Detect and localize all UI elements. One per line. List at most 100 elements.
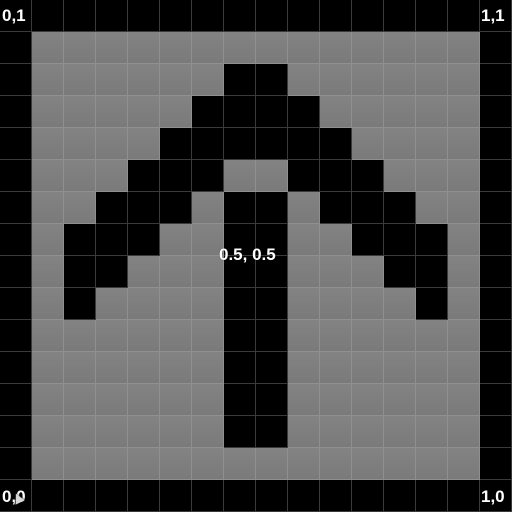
- pixel-cell[interactable]: [0, 416, 32, 448]
- pixel-cell[interactable]: [0, 160, 32, 192]
- pixel-cell[interactable]: [224, 32, 256, 64]
- pixel-cell[interactable]: [288, 64, 320, 96]
- pixel-cell[interactable]: [0, 256, 32, 288]
- pixel-cell[interactable]: [96, 96, 128, 128]
- pixel-cell[interactable]: [288, 256, 320, 288]
- pixel-cell[interactable]: [64, 192, 96, 224]
- pixel-cell[interactable]: [64, 32, 96, 64]
- pixel-cell[interactable]: [448, 256, 480, 288]
- pixel-cell[interactable]: [0, 0, 32, 32]
- pixel-cell[interactable]: [416, 480, 448, 512]
- pixel-cell[interactable]: [0, 384, 32, 416]
- pixel-cell[interactable]: [320, 224, 352, 256]
- pixel-cell[interactable]: [384, 0, 416, 32]
- pixel-cell[interactable]: [192, 160, 224, 192]
- pixel-cell[interactable]: [384, 288, 416, 320]
- pixel-cell[interactable]: [192, 256, 224, 288]
- pixel-cell[interactable]: [480, 448, 512, 480]
- pixel-cell[interactable]: [0, 224, 32, 256]
- pixel-cell[interactable]: [96, 416, 128, 448]
- pixel-cell[interactable]: [256, 0, 288, 32]
- pixel-cell[interactable]: [288, 320, 320, 352]
- pixel-cell[interactable]: [192, 416, 224, 448]
- pixel-cell[interactable]: [352, 160, 384, 192]
- pixel-cell[interactable]: [64, 384, 96, 416]
- pixel-cell[interactable]: [384, 352, 416, 384]
- pixel-cell[interactable]: [224, 288, 256, 320]
- pixel-cell[interactable]: [64, 64, 96, 96]
- pixel-cell[interactable]: [416, 320, 448, 352]
- pixel-cell[interactable]: [0, 288, 32, 320]
- pixel-cell[interactable]: [0, 96, 32, 128]
- pixel-cell[interactable]: [160, 448, 192, 480]
- pixel-cell[interactable]: [320, 480, 352, 512]
- pixel-cell[interactable]: [480, 96, 512, 128]
- pixel-cell[interactable]: [288, 480, 320, 512]
- pixel-cell[interactable]: [448, 96, 480, 128]
- pixel-cell[interactable]: [416, 256, 448, 288]
- pixel-cell[interactable]: [352, 224, 384, 256]
- pixel-cell[interactable]: [96, 224, 128, 256]
- pixel-cell[interactable]: [64, 320, 96, 352]
- pixel-cell[interactable]: [128, 128, 160, 160]
- pixel-cell[interactable]: [480, 416, 512, 448]
- pixel-cell[interactable]: [320, 320, 352, 352]
- pixel-cell[interactable]: [160, 160, 192, 192]
- pixel-cell[interactable]: [480, 320, 512, 352]
- pixel-cell[interactable]: [416, 0, 448, 32]
- pixel-cell[interactable]: [384, 32, 416, 64]
- pixel-cell[interactable]: [96, 128, 128, 160]
- pixel-cell[interactable]: [416, 448, 448, 480]
- pixel-cell[interactable]: [32, 416, 64, 448]
- pixel-cell[interactable]: [448, 0, 480, 32]
- pixel-cell[interactable]: [416, 64, 448, 96]
- pixel-cell[interactable]: [32, 192, 64, 224]
- pixel-cell[interactable]: [32, 448, 64, 480]
- pixel-cell[interactable]: [96, 192, 128, 224]
- pixel-cell[interactable]: [416, 192, 448, 224]
- pixel-cell[interactable]: [256, 384, 288, 416]
- pixel-cell[interactable]: [192, 288, 224, 320]
- pixel-cell[interactable]: [288, 352, 320, 384]
- pixel-cell[interactable]: [160, 320, 192, 352]
- pixel-cell[interactable]: [352, 480, 384, 512]
- pixel-cell[interactable]: [320, 416, 352, 448]
- pixel-cell[interactable]: [32, 480, 64, 512]
- pixel-cell[interactable]: [384, 416, 416, 448]
- pixel-cell[interactable]: [32, 256, 64, 288]
- pixel-cell[interactable]: [96, 64, 128, 96]
- pixel-cell[interactable]: [448, 160, 480, 192]
- pixel-cell[interactable]: [96, 448, 128, 480]
- pixel-cell[interactable]: [288, 416, 320, 448]
- pixel-cell[interactable]: [0, 352, 32, 384]
- pixel-cell[interactable]: [96, 288, 128, 320]
- pixel-cell[interactable]: [352, 352, 384, 384]
- pixel-cell[interactable]: [384, 128, 416, 160]
- pixel-cell[interactable]: [288, 96, 320, 128]
- pixel-cell[interactable]: [352, 288, 384, 320]
- pixel-cell[interactable]: [480, 352, 512, 384]
- pixel-cell[interactable]: [128, 256, 160, 288]
- pixel-cell[interactable]: [128, 192, 160, 224]
- pixel-cell[interactable]: [384, 96, 416, 128]
- pixel-cell[interactable]: [416, 224, 448, 256]
- pixel-cell[interactable]: [64, 352, 96, 384]
- pixel-cell[interactable]: [256, 448, 288, 480]
- pixel-cell[interactable]: [160, 96, 192, 128]
- pixel-cell[interactable]: [416, 416, 448, 448]
- pixel-cell[interactable]: [320, 128, 352, 160]
- pixel-cell[interactable]: [128, 352, 160, 384]
- pixel-cell[interactable]: [96, 352, 128, 384]
- pixel-cell[interactable]: [352, 64, 384, 96]
- pixel-cell[interactable]: [32, 384, 64, 416]
- pixel-cell[interactable]: [224, 128, 256, 160]
- pixel-cell[interactable]: [416, 288, 448, 320]
- pixel-cell[interactable]: [0, 480, 32, 512]
- pixel-cell[interactable]: [96, 160, 128, 192]
- pixel-cell[interactable]: [0, 192, 32, 224]
- pixel-cell[interactable]: [480, 64, 512, 96]
- pixel-cell[interactable]: [128, 416, 160, 448]
- pixel-cell[interactable]: [320, 64, 352, 96]
- pixel-cell[interactable]: [224, 160, 256, 192]
